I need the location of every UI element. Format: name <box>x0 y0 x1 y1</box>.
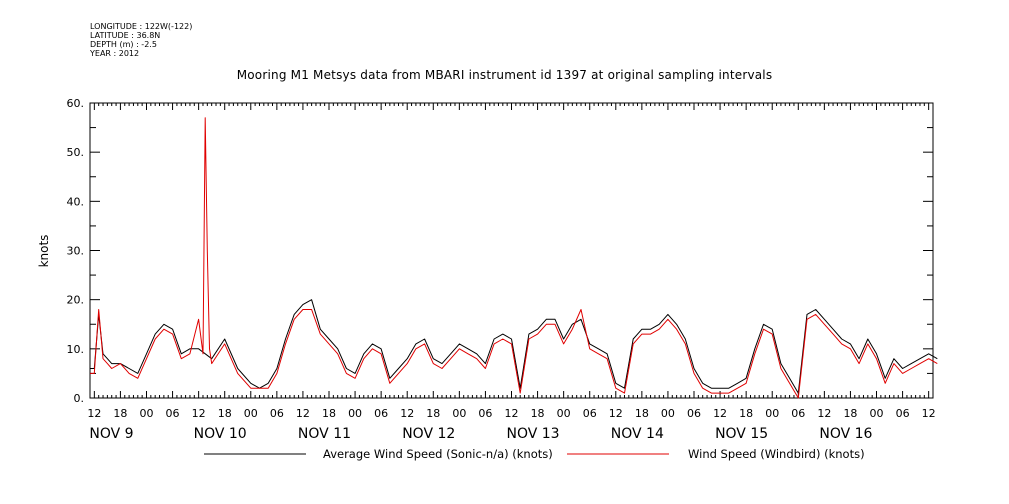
x-tick-label: 12 <box>505 407 519 420</box>
plot-axes <box>89 102 934 399</box>
longitude-label: LONGITUDE : 122W(-122) <box>90 22 193 31</box>
x-day-label: NOV 9 <box>89 426 133 442</box>
x-tick-label: 12 <box>922 407 936 420</box>
x-day-label: NOV 16 <box>819 426 872 442</box>
x-tick-label: 18 <box>322 407 336 420</box>
x-tick-label: 18 <box>843 407 857 420</box>
x-tick-label: 12 <box>713 407 727 420</box>
x-tick-label: 00 <box>870 407 884 420</box>
x-day-label: NOV 15 <box>715 426 768 442</box>
y-tick-label: 20. <box>67 294 85 307</box>
x-day-label: NOV 10 <box>194 426 247 442</box>
series-average-wind-speed <box>90 299 938 394</box>
x-tick-label: 06 <box>270 407 284 420</box>
legend: Average Wind Speed (Sonic-n/a) (knots) Wi… <box>204 447 865 461</box>
x-tick-label: 00 <box>661 407 675 420</box>
x-day-label: NOV 12 <box>402 426 455 442</box>
x-tick-label: 12 <box>400 407 414 420</box>
x-tick-label: 06 <box>166 407 180 420</box>
x-tick-label: 06 <box>374 407 388 420</box>
y-tick-label: 50. <box>67 146 85 159</box>
x-tick-label: 00 <box>139 407 153 420</box>
x-tick-label: 18 <box>635 407 649 420</box>
x-tick-label: 12 <box>192 407 206 420</box>
x-tick-label: 12 <box>87 407 101 420</box>
x-day-label: NOV 13 <box>507 426 560 442</box>
x-tick-label: 06 <box>896 407 910 420</box>
x-axis-ticks: 12 18 00 06 12 18 00 06 12 18 00 06 12 18 00 06 12 18 00 06… <box>87 103 936 442</box>
x-tick-label: 12 <box>296 407 310 420</box>
y-tick-label: 60. <box>67 97 85 110</box>
legend-label-windbird: Wind Speed (Windbird) (knots) <box>688 447 865 461</box>
y-axis-label: knots <box>37 235 51 268</box>
x-tick-label: 00 <box>557 407 571 420</box>
x-tick-label: 00 <box>452 407 466 420</box>
x-tick-label: 18 <box>426 407 440 420</box>
x-tick-label: 06 <box>687 407 701 420</box>
y-axis-ticks: 0. 10. 20. 30. 40. 50. 60. <box>67 97 933 405</box>
x-tick-label: 12 <box>817 407 831 420</box>
series-windbird-wind-speed <box>90 117 938 399</box>
depth-label: DEPTH (m) : -2.5 <box>90 40 157 49</box>
y-tick-label: 10. <box>67 343 85 356</box>
latitude-label: LATITUDE : 36.8N <box>90 31 161 40</box>
y-tick-label: 0. <box>74 392 85 405</box>
x-day-label: NOV 11 <box>298 426 351 442</box>
y-tick-label: 30. <box>67 245 85 258</box>
plot-frame <box>89 102 934 399</box>
x-day-label: NOV 14 <box>611 426 664 442</box>
legend-label-average: Average Wind Speed (Sonic-n/a) (knots) <box>323 447 553 461</box>
x-tick-label: 18 <box>739 407 753 420</box>
x-tick-label: 06 <box>583 407 597 420</box>
series-lines <box>90 117 938 399</box>
x-tick-label: 06 <box>791 407 805 420</box>
x-tick-label: 00 <box>765 407 779 420</box>
x-tick-label: 06 <box>478 407 492 420</box>
chart-title: Mooring M1 Metsys data from MBARI instru… <box>236 68 773 82</box>
x-tick-label: 00 <box>348 407 362 420</box>
x-tick-label: 18 <box>113 407 127 420</box>
y-tick-label: 40. <box>67 195 85 208</box>
year-label: YEAR : 2012 <box>90 49 140 58</box>
x-tick-label: 18 <box>531 407 545 420</box>
x-tick-label: 18 <box>218 407 232 420</box>
station-metadata: LONGITUDE : 122W(-122) LATITUDE : 36.8N … <box>90 22 192 58</box>
x-tick-label: 12 <box>609 407 623 420</box>
x-tick-label: 00 <box>244 407 258 420</box>
